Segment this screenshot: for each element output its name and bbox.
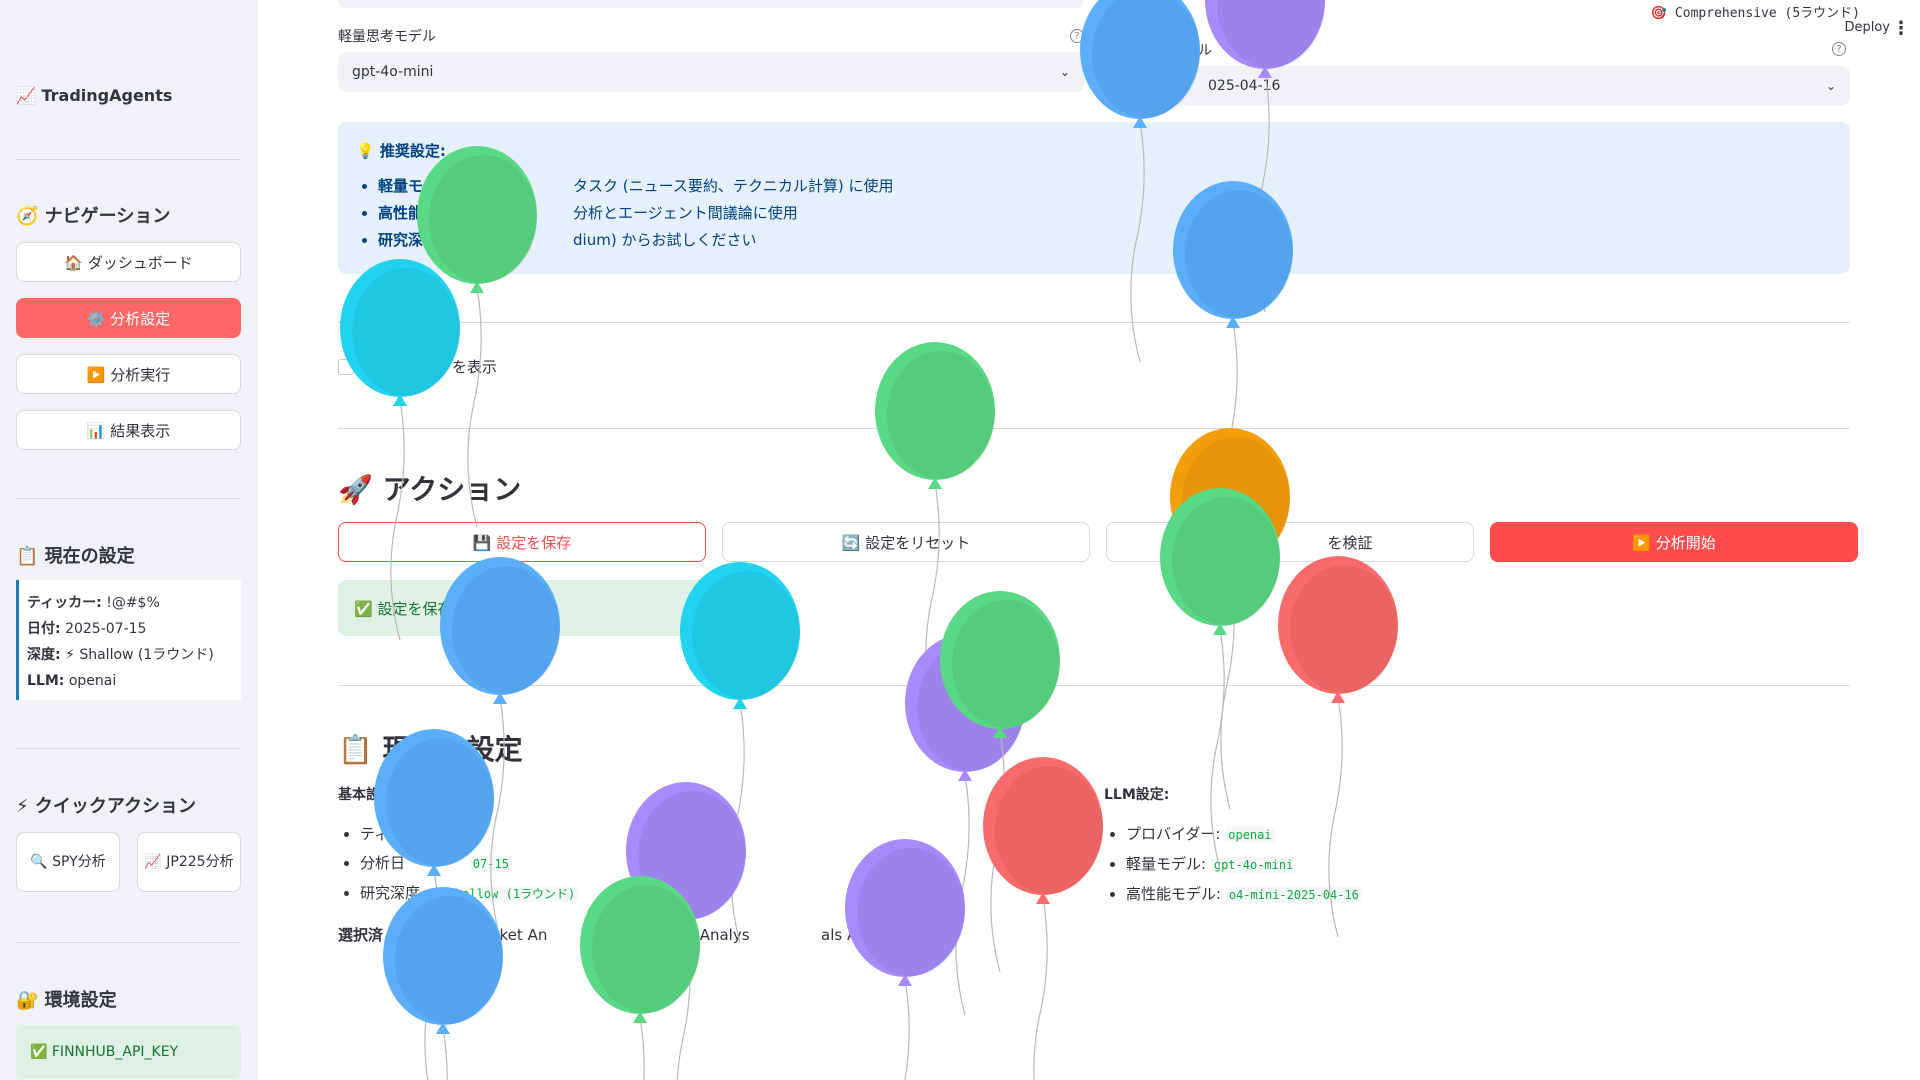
basic-settings-label: 基本設 (338, 787, 380, 803)
list-item: 研究深度 Shallow (1ラウンド) (360, 879, 579, 909)
deep-model-select[interactable]: 025-04-16 ⌄ (1104, 66, 1850, 106)
validate-label: を検証 (1327, 533, 1373, 552)
spy-analysis-button[interactable]: 🔍 SPY分析 (16, 832, 120, 892)
llm-settings-label: LLM設定: (1104, 787, 1170, 803)
main-content: 🎯 Comprehensive (5ラウンド) Deploy ⋮ ? 軽量思考モ… (258, 0, 1920, 1080)
divider (338, 428, 1850, 429)
llm-settings-list: プロバイダー: openai 軽量モデル: gpt-4o-mini 高性能モデル… (1104, 820, 1362, 910)
divider (338, 322, 1850, 323)
depth-option-text: 🎯 Comprehensive (5ラウンド) (1650, 6, 1860, 21)
quick-model-value: gpt-4o-mini (352, 64, 434, 80)
nav-run-button[interactable]: ▶️ 分析実行 (16, 354, 241, 394)
current-settings-title: 📋 現在の設定 (338, 733, 523, 766)
list-item: 分析日 07-15 (360, 849, 578, 879)
list-item: プロバイダー: openai (1126, 820, 1362, 850)
sidebar: 📈 TradingAgents 🧭 ナビゲーション 🏠 ダッシュボード ⚙️ 分… (0, 0, 258, 1080)
divider (16, 498, 241, 499)
start-analysis-button[interactable]: ▶️ 分析開始 (1490, 522, 1858, 562)
deploy-button[interactable]: Deploy (1844, 20, 1890, 35)
top-select-partial[interactable] (338, 0, 1084, 8)
divider (16, 159, 241, 160)
list-item: 高性能モデル: o4-mini-2025-04-16 (1126, 880, 1362, 910)
actions-heading: 🚀 アクション (338, 473, 522, 506)
selected-analysts-row: 選択済 📈 Market An alyst, 📰 News Analys als… (338, 926, 903, 944)
depth-row: 深度: ⚡ Shallow (1ラウンド) (27, 647, 214, 663)
help-icon[interactable]: ? (1070, 29, 1084, 43)
jp225-analysis-button[interactable]: 📈 JP225分析 (137, 832, 241, 892)
env-status-badge: ✅ FINNHUB_API_KEY (16, 1025, 241, 1079)
list-item: 軽量モデル: gpt-4o-mini (1126, 850, 1362, 880)
app-logo: 📈 TradingAgents (16, 86, 173, 105)
divider (16, 748, 241, 749)
deep-model-label: ル (1198, 43, 1212, 59)
reset-settings-button[interactable]: 🔄 設定をリセット (722, 522, 1090, 562)
llm-row: LLM: openai (27, 673, 117, 689)
current-settings-heading: 📋 現在の設定 (16, 546, 135, 567)
basic-settings-list: ティ 分析日 07-15 研究深度 Shallow (1ラウンド) (338, 820, 579, 909)
main-menu-icon[interactable]: ⋮ (1892, 18, 1910, 39)
nav-dashboard-button[interactable]: 🏠 ダッシュボード (16, 242, 241, 282)
chevron-down-icon: ⌄ (1825, 79, 1836, 93)
save-settings-button[interactable]: 💾 設定を保存 (338, 522, 706, 562)
list-item: ティ (360, 820, 578, 849)
help-icon[interactable]: ? (1832, 42, 1846, 56)
validate-settings-button[interactable]: を検証 (1106, 522, 1474, 562)
quick-actions-heading: ⚡ クイックアクション (16, 796, 197, 817)
advanced-checkbox[interactable] (338, 359, 354, 375)
divider (16, 942, 241, 943)
date-row: 日付: 2025-07-15 (27, 621, 147, 637)
quick-model-label: 軽量思考モデル (338, 29, 436, 45)
nav-settings-button[interactable]: ⚙️ 分析設定 (16, 298, 241, 338)
quick-model-select[interactable]: gpt-4o-mini ⌄ (338, 52, 1084, 92)
current-settings-box: ティッカー: !@#$% 日付: 2025-07-15 深度: ⚡ Shallo… (16, 580, 241, 700)
ticker-row: ティッカー: !@#$% (27, 595, 160, 611)
divider (338, 685, 1850, 686)
nav-results-button[interactable]: 📊 結果表示 (16, 410, 241, 450)
chevron-down-icon: ⌄ (1059, 65, 1070, 79)
nav-heading: 🧭 ナビゲーション (16, 206, 171, 227)
advanced-checkbox-label: を表示 (452, 358, 498, 376)
recommendation-title: 💡 推奨設定: (356, 142, 446, 160)
deep-model-value: 025-04-16 (1208, 78, 1281, 94)
env-heading: 🔐 環境設定 (16, 990, 117, 1011)
success-message: ✅ 設定を保存 (338, 580, 706, 636)
